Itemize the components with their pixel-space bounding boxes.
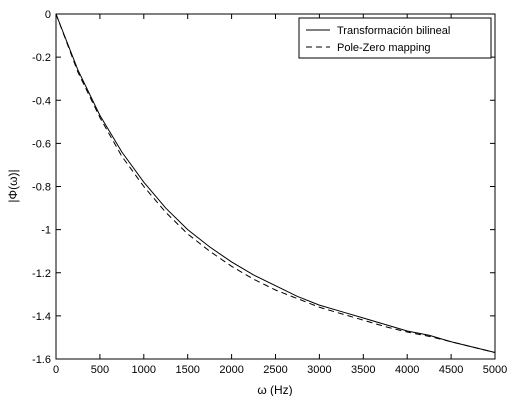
x-tick-label: 3500	[351, 364, 375, 376]
x-axis-ticks: 0 500 1000 1500 2000 2500 3000 3500 4000 4500 5000	[53, 14, 507, 376]
x-axis-title: ω (Hz)	[257, 383, 292, 396]
legend-label-0: Transformación bilineal	[337, 25, 450, 37]
y-tick-label: -1.4	[32, 311, 51, 323]
legend-label-1: Pole-Zero mapping	[337, 42, 431, 54]
x-tick-label: 1000	[132, 364, 156, 376]
legend: Transformación bilineal Pole-Zero mappin…	[298, 17, 492, 59]
x-tick-label: 2500	[263, 364, 287, 376]
series-line-1	[55, 13, 496, 354]
y-axis-title: |Φ(ω)|	[6, 169, 20, 202]
x-tick-label: 500	[91, 364, 109, 376]
y-tick-label: -1.2	[32, 268, 51, 280]
y-tick-label: -0.8	[32, 182, 51, 194]
y-tick-label: -0.4	[32, 95, 51, 107]
plot-area	[55, 13, 496, 360]
x-tick-label: 0	[53, 364, 59, 376]
x-tick-label: 1500	[175, 364, 199, 376]
legend-box	[298, 17, 492, 59]
y-tick-label: 0	[45, 9, 51, 21]
y-tick-label: -0.6	[32, 138, 51, 150]
series-line-0	[55, 13, 496, 354]
x-tick-label: 4500	[439, 364, 463, 376]
y-tick-label: -1	[41, 225, 51, 237]
x-tick-label: 5000	[483, 364, 507, 376]
series-layer	[55, 13, 496, 354]
y-tick-label: -1.6	[32, 354, 51, 366]
x-tick-label: 3000	[307, 364, 331, 376]
x-tick-label: 2000	[219, 364, 243, 376]
x-tick-label: 4000	[395, 364, 419, 376]
y-tick-label: -0.2	[32, 52, 51, 64]
y-axis-ticks: 0 -0.2 -0.4 -0.6 -0.8 -1 -1.2 -1.4 -1.6	[32, 9, 495, 366]
